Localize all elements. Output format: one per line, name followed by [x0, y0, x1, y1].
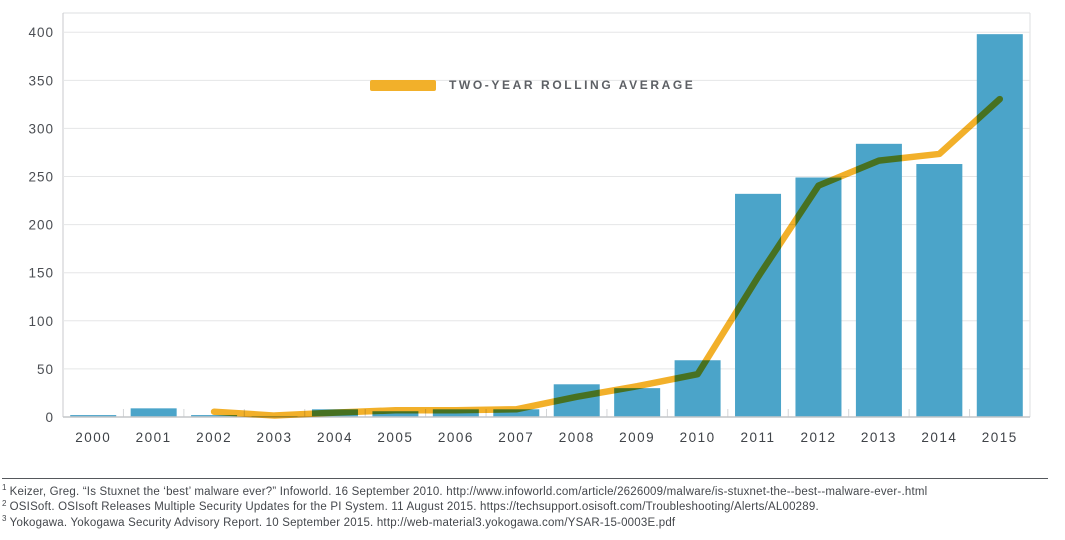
x-axis-label: 2000	[75, 430, 111, 445]
legend-label: TWO-YEAR ROLLING AVERAGE	[449, 78, 696, 92]
x-axis-label: 2001	[136, 430, 172, 445]
footnotes-section: 1 Keizer, Greg. “Is Stuxnet the ‘best’ ma…	[2, 478, 1048, 531]
y-axis-label: 250	[28, 170, 54, 185]
x-axis-label: 2007	[498, 430, 534, 445]
footnote-marker: 3	[2, 513, 7, 523]
footnote: 3 Yokogawa. Yokogawa Security Advisory Re…	[2, 513, 1048, 531]
x-axis-label: 2015	[982, 430, 1018, 445]
x-axis-label: 2014	[921, 430, 957, 445]
bar-2013	[855, 143, 902, 418]
bar-2000	[70, 415, 117, 417]
x-axis-label: 2003	[257, 430, 293, 445]
bar-2001	[130, 408, 177, 417]
y-axis-label: 0	[45, 410, 54, 425]
x-axis-label: 2002	[196, 430, 232, 445]
x-axis-label: 2010	[680, 430, 716, 445]
x-axis-label: 2008	[559, 430, 595, 445]
footnote: 1 Keizer, Greg. “Is Stuxnet the ‘best’ ma…	[2, 483, 1048, 500]
x-axis-label: 2006	[438, 430, 474, 445]
bar-2002	[191, 415, 238, 417]
footnote-marker: 1	[2, 483, 7, 493]
y-axis-label: 350	[28, 73, 54, 88]
bar-2005	[372, 411, 419, 417]
rolling-average-line	[210, 95, 1004, 419]
footnote-marker: 2	[2, 498, 7, 508]
bar-2015	[976, 34, 1023, 418]
bar-2014	[916, 164, 963, 417]
x-axis-label: 2009	[619, 430, 655, 445]
x-axis-label: 2005	[377, 430, 413, 445]
footnote-text: Keizer, Greg. “Is Stuxnet the ‘best’ mal…	[9, 486, 928, 498]
x-axis-label: 2013	[861, 430, 897, 445]
footnote: 2 OSISoft. OSIsoft Releases Multiple Secu…	[2, 498, 1048, 515]
vulnerability-bar-chart: 0 50 100 150 200 250 300 350 400 2000 2001 2002 2003…	[28, 12, 1031, 445]
y-axis-label: 200	[28, 218, 54, 233]
x-axis-label: 2011	[741, 430, 776, 445]
footnote-text: Yokogawa. Yokogawa Security Advisory Rep…	[9, 516, 676, 529]
x-axis-label: 2004	[317, 430, 353, 445]
bar-2007	[493, 409, 540, 417]
y-axis-label: 100	[28, 314, 54, 329]
y-axis-label: 50	[37, 362, 54, 377]
y-axis-label: 300	[28, 121, 54, 136]
bar-2009	[614, 388, 661, 417]
x-axis-label: 2012	[800, 430, 836, 445]
y-axis-label: 400	[28, 25, 54, 40]
chart-legend: TWO-YEAR ROLLING AVERAGE	[370, 78, 695, 92]
legend-swatch-rolling-average-icon	[370, 79, 436, 91]
footnote-text: OSISoft. OSIsoft Releases Multiple Secur…	[9, 501, 819, 514]
y-axis-label: 150	[28, 266, 54, 281]
bar-2012	[795, 177, 842, 417]
